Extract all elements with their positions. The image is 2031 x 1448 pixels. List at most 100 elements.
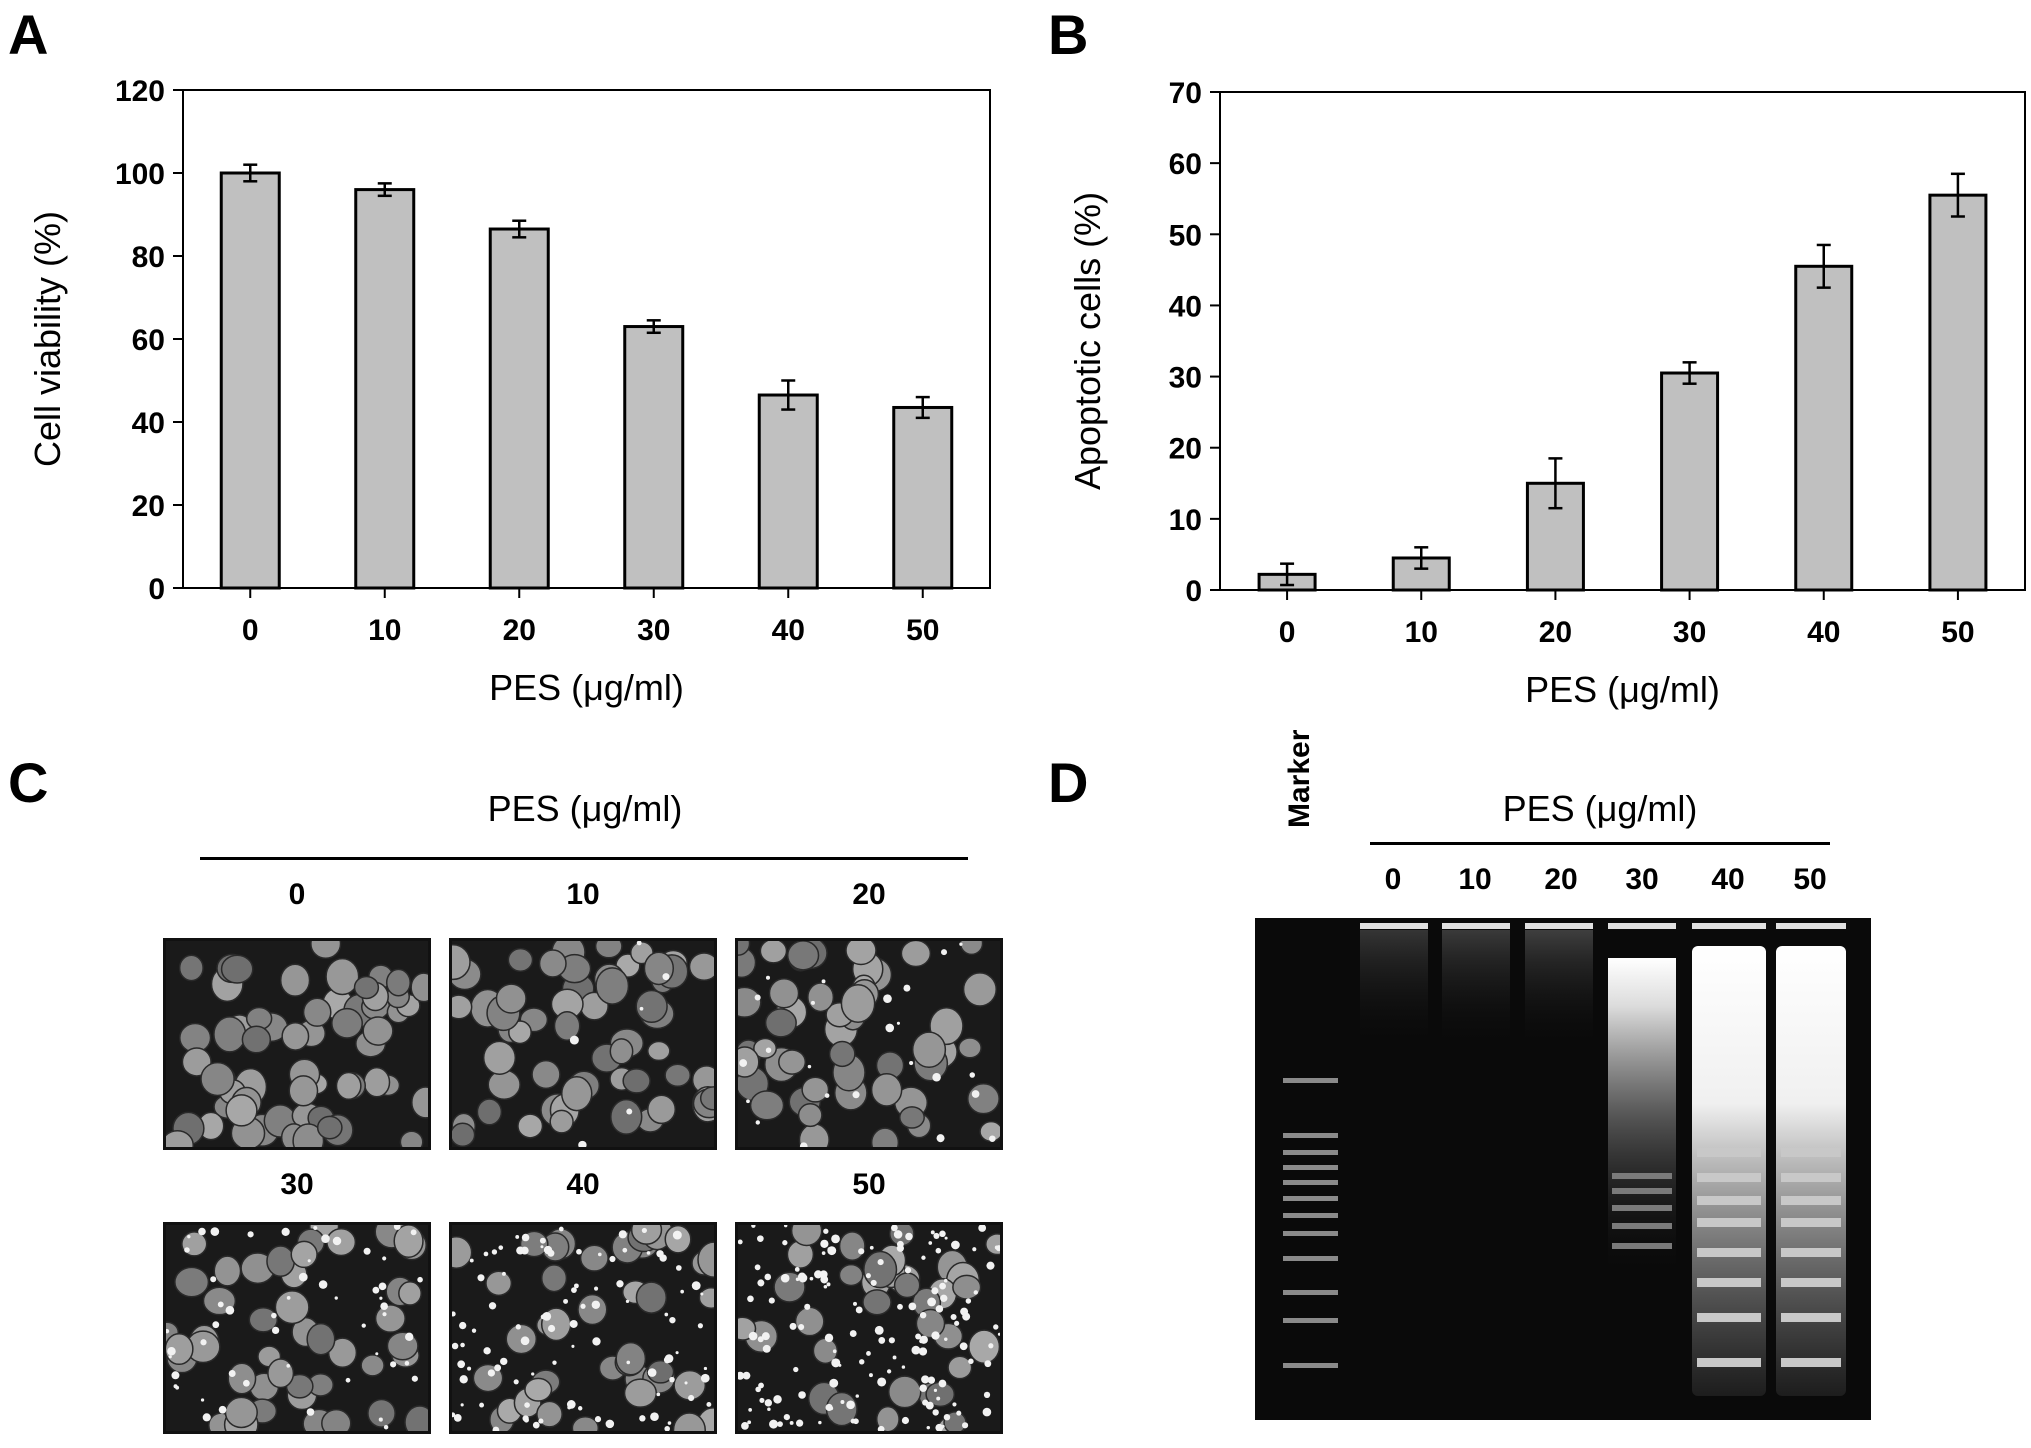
gel-header-rule: [1370, 842, 1830, 845]
micrograph-40: [449, 1222, 717, 1434]
marker-band: [1283, 1231, 1338, 1236]
x-tick-label: 20: [503, 614, 536, 647]
bar: [1794, 264, 1854, 592]
gel-band: [1612, 1205, 1672, 1211]
x-tick-label: 40: [772, 614, 805, 647]
gel-band: [1781, 1313, 1841, 1322]
y-tick-label: 60: [132, 324, 165, 357]
gel-well: [1442, 923, 1510, 929]
lane-label-10: 10: [1458, 863, 1492, 896]
x-tick-label: 50: [906, 614, 939, 647]
micrograph-20: [735, 938, 1003, 1150]
y-tick-label: 60: [1169, 148, 1202, 181]
gel-smear: [1442, 930, 1510, 1050]
gel-band: [1612, 1188, 1672, 1194]
x-tick-label: 10: [368, 614, 401, 647]
gel-well: [1608, 923, 1676, 929]
x-tick-label: 30: [637, 614, 670, 647]
gel-band: [1697, 1248, 1761, 1257]
y-tick-label: 120: [115, 75, 165, 108]
y-tick-label: 50: [1169, 219, 1202, 252]
x-tick-label: 0: [242, 614, 259, 647]
gel-header: PES (μg/ml): [1502, 788, 1698, 829]
gel-band: [1781, 1196, 1841, 1205]
micrograph-texture: [738, 1225, 1000, 1431]
cell-viability-chart: 0 20 40 60 80 100 120 0 10 20 30 40 50 PES (μg/ml) Cel…: [27, 75, 991, 708]
microscopy-header-rule: [200, 857, 968, 860]
marker-label: Marker: [1283, 729, 1316, 828]
marker-band: [1283, 1213, 1338, 1218]
plot-frame: [1219, 91, 2026, 591]
y-tick-label: 40: [132, 407, 165, 440]
marker-band: [1283, 1290, 1338, 1295]
gel-band: [1781, 1218, 1841, 1227]
gel-band: [1781, 1248, 1841, 1257]
gel-well: [1360, 923, 1428, 929]
gel-band: [1781, 1173, 1841, 1182]
x-tick-label: 10: [1405, 616, 1438, 649]
plot-frame: [182, 89, 991, 589]
panel-letter-d: D: [1048, 751, 1089, 814]
dna-gel-image: [1255, 918, 1871, 1420]
bar: [354, 188, 416, 590]
lane-label-20: 20: [1544, 863, 1578, 896]
micro-label-30: 30: [280, 1168, 314, 1201]
y-axis-label: Cell viability (%): [27, 211, 68, 467]
micrograph-30: [163, 1222, 431, 1434]
micro-label-10: 10: [566, 878, 600, 911]
micro-label-0: 0: [288, 878, 306, 911]
bar: [892, 405, 954, 590]
gel-band: [1781, 1148, 1841, 1157]
micrograph-50: [735, 1222, 1003, 1434]
gel-band: [1697, 1218, 1761, 1227]
gel-smear: [1608, 958, 1676, 1278]
gel-band: [1697, 1313, 1761, 1322]
lane-label-40: 40: [1711, 863, 1745, 896]
y-tick-label: 20: [1169, 433, 1202, 466]
marker-band: [1283, 1318, 1338, 1323]
micro-label-50: 50: [852, 1168, 886, 1201]
micrograph-texture: [166, 941, 428, 1147]
y-tick-label: 70: [1169, 77, 1202, 110]
x-tick-label: 20: [1539, 616, 1572, 649]
microscopy-header: PES (μg/ml): [487, 788, 683, 829]
marker-band: [1283, 1078, 1338, 1083]
gel-band: [1697, 1278, 1761, 1287]
gel-well: [1776, 923, 1846, 929]
apoptotic-cells-chart: 0 10 20 30 40 50 60 70 0 10 20 30 40 50 PES (μg/ml) Apo…: [1067, 77, 2026, 710]
x-tick-label: 40: [1807, 616, 1840, 649]
marker-band: [1283, 1180, 1338, 1185]
gel-smear: [1776, 946, 1846, 1396]
x-tick-label: 30: [1673, 616, 1706, 649]
micrograph-texture: [452, 1225, 714, 1431]
gel-band: [1781, 1278, 1841, 1287]
gel-well: [1692, 923, 1766, 929]
micro-label-40: 40: [566, 1168, 600, 1201]
gel-smear: [1525, 930, 1593, 1050]
marker-band: [1283, 1133, 1338, 1138]
bar: [623, 325, 685, 590]
marker-band: [1283, 1150, 1338, 1155]
micrograph-texture: [738, 941, 1000, 1147]
gel-band: [1697, 1358, 1761, 1367]
micrograph-10: [449, 938, 717, 1150]
gel-band: [1612, 1173, 1672, 1179]
gel-well: [1525, 923, 1593, 929]
marker-band: [1283, 1196, 1338, 1201]
gel-band: [1697, 1196, 1761, 1205]
gel-band: [1697, 1173, 1761, 1182]
x-tick-label: 50: [1941, 616, 1974, 649]
micrograph-0: [163, 938, 431, 1150]
micro-label-20: 20: [852, 878, 886, 911]
gel-band: [1781, 1358, 1841, 1367]
x-tick-label: 0: [1279, 616, 1296, 649]
y-axis-label: Apoptotic cells (%): [1067, 192, 1108, 490]
y-tick-label: 30: [1169, 362, 1202, 395]
marker-band: [1283, 1363, 1338, 1368]
y-tick-label: 20: [132, 490, 165, 523]
gel-smear: [1360, 930, 1428, 1050]
lane-label-0: 0: [1384, 863, 1402, 896]
gel-band: [1612, 1243, 1672, 1249]
y-tick-label: 40: [1169, 290, 1202, 323]
panel-letter-c: C: [8, 751, 49, 814]
